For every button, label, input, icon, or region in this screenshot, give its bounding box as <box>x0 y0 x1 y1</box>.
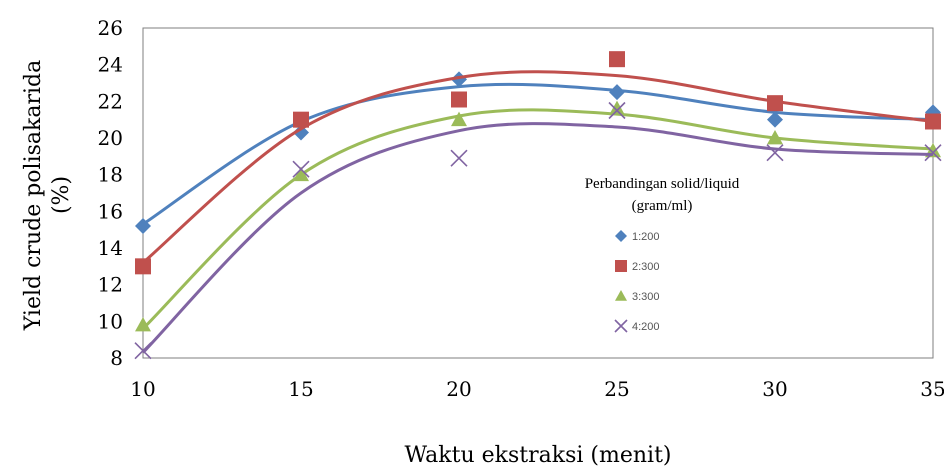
data-point <box>925 113 941 130</box>
legend-entry: 4:200 <box>614 319 660 333</box>
series-layer <box>134 51 942 360</box>
x-tick-label: 35 <box>920 377 944 401</box>
plot-area <box>142 27 934 359</box>
legend-label: 3:300 <box>632 291 660 303</box>
data-point <box>293 166 309 182</box>
legend-entries: 1:200 2:300 3:300 4:200 <box>614 230 660 333</box>
series-2-300 <box>135 51 941 275</box>
data-point <box>767 130 783 145</box>
legend: Perbandingan solid/liquid (gram/ml) 1:20… <box>585 176 740 333</box>
y-tick-label: 12 <box>98 273 123 297</box>
x-axis-title: Waktu ekstraksi (menit) <box>404 443 671 468</box>
data-point <box>135 258 151 275</box>
data-point <box>451 91 467 108</box>
x-tick-label: 25 <box>604 377 629 401</box>
trend-line <box>141 108 934 330</box>
series-3-300 <box>135 100 941 332</box>
data-point <box>767 111 783 128</box>
legend-marker <box>615 260 627 272</box>
legend-marker <box>615 230 627 242</box>
legend-title-line2: (gram/ml) <box>632 198 693 214</box>
legend-label: 2:300 <box>632 261 660 273</box>
legend-entry: 2:300 <box>615 260 660 273</box>
data-point <box>609 51 625 68</box>
y-tick-label: 22 <box>98 89 123 113</box>
y-tick-label: 26 <box>98 16 123 40</box>
trend-line <box>141 122 934 354</box>
data-point <box>608 101 626 120</box>
x-tick-label: 10 <box>130 377 155 401</box>
y-tick-label: 8 <box>110 346 123 370</box>
data-point <box>450 149 468 167</box>
y-tick-label: 10 <box>98 309 123 333</box>
y-axis-title: Yield crude polisakarida (%) <box>21 60 74 331</box>
data-point <box>451 111 467 127</box>
legend-marker <box>614 319 628 333</box>
y-axis-title-line2: (%) <box>49 176 74 214</box>
x-tick-label: 30 <box>762 377 787 401</box>
legend-label: 1:200 <box>632 231 660 243</box>
legend-marker <box>615 290 627 301</box>
data-point <box>924 144 942 162</box>
data-point <box>766 144 784 162</box>
y-tick-label: 16 <box>98 199 123 223</box>
legend-label: 4:200 <box>632 321 660 333</box>
y-tick-label: 24 <box>98 53 123 77</box>
y-tick-labels: 8 10 12 14 16 18 20 22 24 26 <box>98 16 123 370</box>
x-tick-labels: 10 15 20 25 30 35 <box>130 377 944 401</box>
data-point <box>293 124 309 141</box>
data-point <box>292 160 310 178</box>
y-tick-label: 14 <box>98 236 123 260</box>
x-tick-label: 20 <box>446 377 471 401</box>
trend-line <box>142 70 934 264</box>
data-point <box>609 100 625 116</box>
trend-line <box>142 82 934 226</box>
data-point <box>134 342 152 360</box>
legend-title-line1: Perbandingan solid/liquid <box>585 176 740 192</box>
series-4-200 <box>134 101 942 360</box>
y-tick-label: 20 <box>98 126 123 150</box>
y-tick-label: 18 <box>98 163 123 187</box>
legend-entry: 3:300 <box>615 290 660 303</box>
legend-entry: 1:200 <box>615 230 660 243</box>
data-point <box>767 95 783 112</box>
data-point <box>135 317 151 332</box>
data-point <box>609 84 625 101</box>
data-point <box>293 111 309 128</box>
x-tick-label: 15 <box>288 377 313 401</box>
y-axis-title-line1: Yield crude polisakarida <box>21 60 46 331</box>
data-point <box>135 218 151 234</box>
